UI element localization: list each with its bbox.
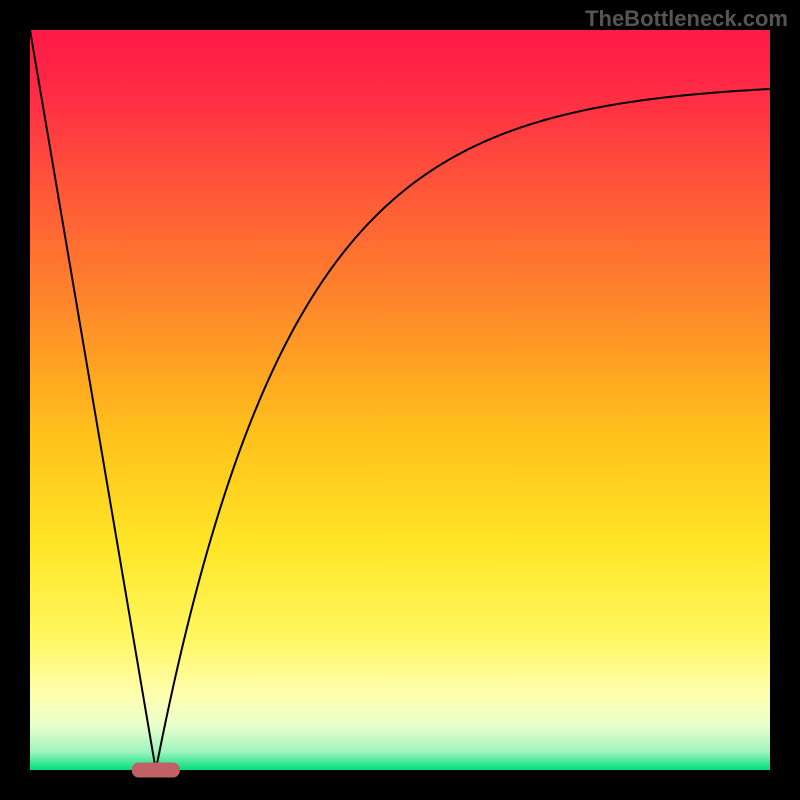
chart-gradient-background <box>30 30 770 770</box>
watermark-text: TheBottleneck.com <box>585 6 788 32</box>
bottleneck-chart: TheBottleneck.com <box>0 0 800 800</box>
chart-canvas <box>0 0 800 800</box>
optimal-marker <box>132 763 180 778</box>
